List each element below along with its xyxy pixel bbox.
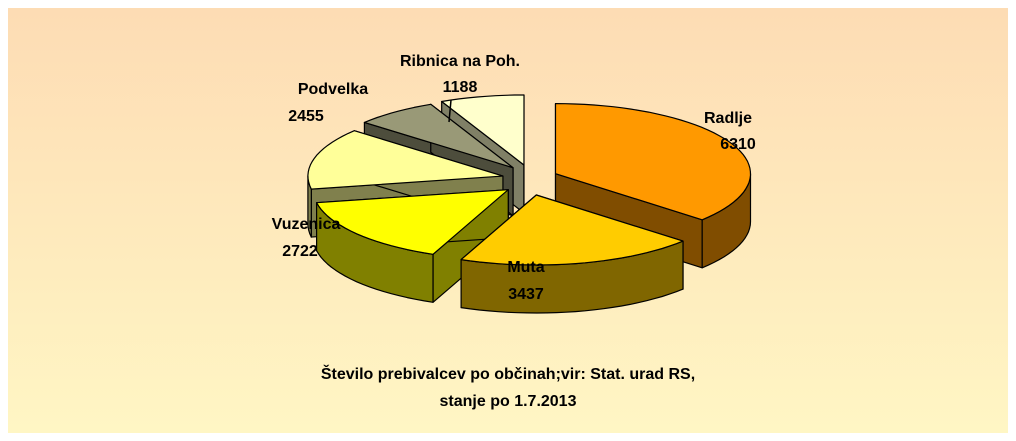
pie [307,94,752,314]
chart-subtitle: stanje po 1.7.2013 [440,393,577,410]
slice [307,130,504,190]
labels: Radlje 6310 Muta 3437 Vuzenica 2722 Podv… [272,53,756,303]
slice-value: 2455 [288,108,324,125]
slice [363,103,514,169]
slice [554,103,752,221]
slice-label: Ribnica na Poh. [400,53,520,70]
slice-label: Vuzenica [272,216,341,233]
slice-label: Podvelka [298,81,368,98]
slice-value: 3437 [508,286,544,303]
slice-value: 1188 [443,79,478,96]
slice-label: Radlje [704,110,752,127]
chart-title: Število prebivalcev po občinah;vir: Stat… [321,364,695,383]
slice-label: Muta [507,259,544,276]
slice [441,94,525,166]
slice [316,189,509,255]
slice [460,194,684,266]
leader-line [448,99,452,123]
slice-value: 6310 [720,136,756,153]
slice-value: 2722 [282,243,318,260]
